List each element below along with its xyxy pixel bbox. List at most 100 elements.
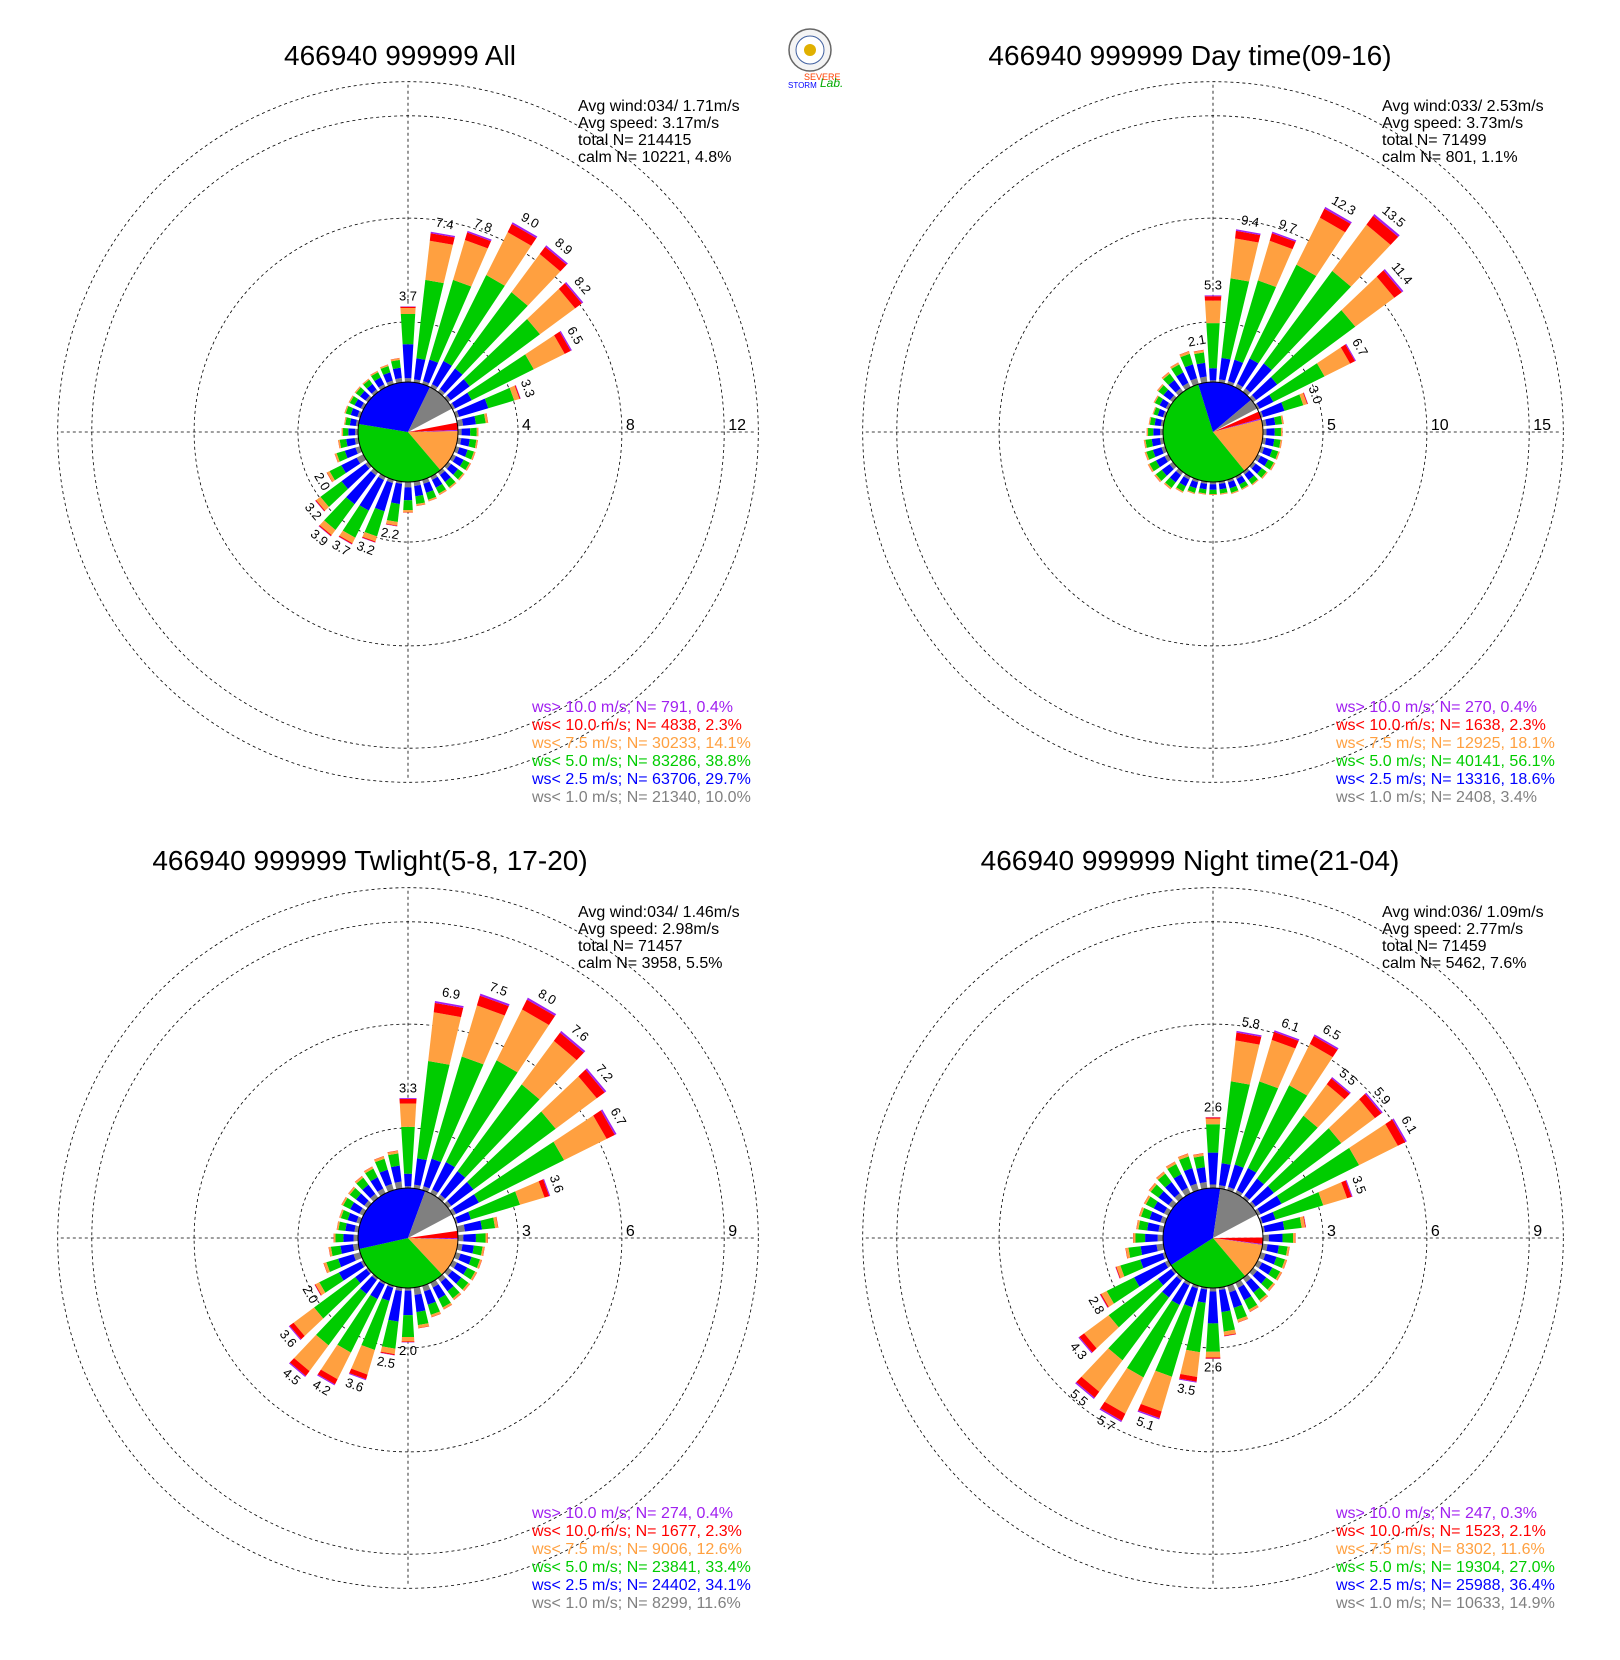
wind-bar-segment [334, 453, 338, 463]
wind-bar-segment [399, 1099, 417, 1104]
wind-bar-segment [374, 480, 393, 512]
wind-bar-segment [381, 1285, 394, 1302]
wind-bar-segment [1139, 1207, 1145, 1217]
wind-bar-segment [319, 520, 336, 536]
wind-bar-segment [1187, 490, 1195, 494]
stats-line: Avg wind:036/ 1.09m/s [1382, 904, 1544, 921]
wind-bar-segment [1234, 280, 1277, 363]
wind-bar-segment [1153, 395, 1158, 403]
wind-bar-segment [1143, 439, 1146, 449]
wind-bar-segment [415, 494, 425, 505]
wind-bar-segment [1209, 1184, 1217, 1189]
wind-bar-segment [457, 472, 465, 481]
wind-bar-segment [457, 447, 468, 457]
wind-bar-segment [319, 1272, 344, 1293]
wind-bar-segment [370, 370, 379, 377]
wind-bar-segment [341, 457, 361, 474]
wind-bar-segment [1293, 1232, 1296, 1244]
wind-bar-segment [451, 392, 472, 409]
wind-bar-segment [1268, 1267, 1281, 1280]
wind-bar-segment [1276, 451, 1280, 460]
wind-bar-segment [1198, 488, 1207, 494]
wind-bar-segment [323, 1262, 330, 1274]
legend-entry: ws< 1.0 m/s; N= 21340, 10.0% [531, 789, 751, 806]
wind-bar-segment [401, 1336, 415, 1342]
wind-bar-segment [347, 1212, 359, 1223]
wind-bar-segment [363, 379, 373, 389]
wind-bar-segment [1108, 1278, 1164, 1328]
wind-bar-segment [1115, 1266, 1120, 1279]
wind-bar-segment [1251, 377, 1278, 401]
wind-bar-segment [289, 1358, 310, 1377]
wind-bar-segment [449, 454, 457, 462]
legend-entry: ws< 7.5 m/s; N= 8302, 11.6% [1335, 1541, 1545, 1558]
wind-bar-segment [1144, 451, 1150, 461]
wind-bar-segment [467, 354, 534, 401]
wind-bar-segment [1205, 1117, 1221, 1119]
wind-bar-segment [1244, 1178, 1264, 1200]
wind-bar-segment [453, 446, 460, 454]
wind-bar-segment [356, 1177, 369, 1190]
wind-bar-segment [326, 471, 335, 482]
wind-bar-segment [314, 1277, 361, 1319]
wind-bar-segment [472, 1245, 483, 1256]
wind-bar-segment [1206, 1124, 1220, 1153]
wind-bar-segment [1239, 481, 1249, 489]
wind-bar-segment [1175, 468, 1184, 476]
wind-bar-segment [455, 292, 528, 375]
wind-bar-segment [1263, 270, 1351, 371]
wind-bar-segment [474, 1141, 565, 1203]
pie-outline [357, 381, 459, 483]
wind-bar-segment [388, 1289, 402, 1322]
wind-bar-segment [1204, 296, 1222, 301]
wind-bar-segment [348, 1186, 356, 1195]
bar-value-label: 2.6 [1204, 1099, 1222, 1114]
legend-entry: ws< 2.5 m/s; N= 63706, 29.7% [531, 771, 751, 788]
wind-bar-segment [374, 1156, 385, 1163]
wind-bar-segment [1303, 1216, 1306, 1228]
wind-bar-segment [356, 454, 367, 464]
wind-bar-segment [554, 331, 571, 354]
wind-bar-segment [1269, 449, 1279, 460]
wind-bar-segment [1235, 229, 1261, 236]
wind-bar-segment [1187, 485, 1197, 493]
wind-bar-segment [354, 398, 364, 409]
pie-slice [1163, 1188, 1221, 1266]
wind-bar-segment [1227, 480, 1237, 489]
wind-bar-segment [1180, 1349, 1200, 1377]
pie-outline [1162, 1187, 1264, 1289]
wind-bar-segment [1196, 1167, 1207, 1184]
wind-bar-segment [484, 413, 488, 424]
wind-bar-segment [344, 405, 348, 414]
wind-bar-segment [429, 279, 472, 363]
wind-bar-segment [1319, 208, 1351, 233]
wind-bar-segment [328, 1247, 331, 1257]
wind-bar-segment [1261, 1277, 1274, 1290]
legend-entry: ws< 7.5 m/s; N= 30233, 14.1% [531, 735, 751, 752]
pie-slice [1213, 1238, 1263, 1277]
pie-slice [408, 431, 458, 471]
stats-line: total N= 71457 [578, 938, 683, 955]
wind-bar-segment [414, 1158, 427, 1186]
wind-bar-segment [288, 1325, 302, 1341]
wind-bar-segment [317, 1374, 336, 1386]
wind-bar-segment [1147, 1222, 1160, 1232]
wind-bar-segment [1206, 1323, 1220, 1352]
wind-bar-segment [317, 1369, 338, 1385]
windrose-panel-1: 4 8 123.77.4 7.8 9.08.98.26.53.32.23.23.73.9… [57, 40, 759, 806]
wind-bar-segment [1165, 402, 1172, 410]
wind-bar-segment [449, 1208, 457, 1216]
wind-bar-segment [1270, 310, 1356, 385]
wind-bar-segment [362, 1184, 376, 1199]
wind-bar-segment [1205, 1118, 1221, 1125]
legend-entry: ws> 10.0 m/s; N= 791, 0.4% [531, 699, 733, 716]
wind-bar-segment [1168, 379, 1181, 393]
bar-value-label: 5.3 [1204, 278, 1222, 293]
wind-bar-segment [1262, 447, 1273, 457]
wind-bar-segment [387, 1150, 399, 1156]
wind-bar-segment [426, 490, 437, 500]
wind-bar-segment [1289, 1043, 1333, 1096]
wind-bar-segment [1274, 415, 1283, 425]
wind-bar-segment [1209, 1287, 1217, 1292]
wind-bar-segment [1187, 491, 1195, 495]
